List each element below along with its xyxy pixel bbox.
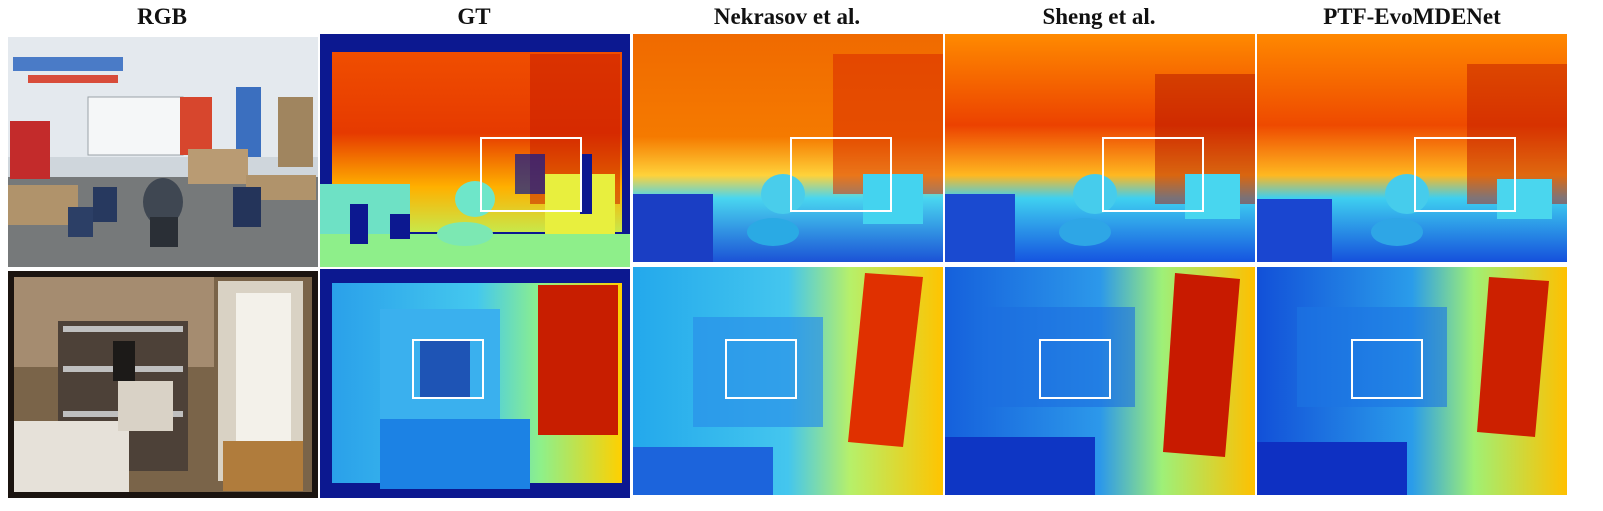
- highlight-box: [1039, 339, 1111, 399]
- nekrasov-depth-storage-room: [633, 267, 943, 495]
- column-title-rgb: RGB: [137, 4, 187, 29]
- column-title-nekrasov: Nekrasov et al.: [713, 4, 861, 29]
- ptf-evomdenet-depth-classroom: [1257, 34, 1567, 262]
- ptf-evomdenet-depth-storage-room: [1257, 267, 1567, 495]
- gt-depth-storage-room: [320, 269, 630, 498]
- highlight-box: [1351, 339, 1423, 399]
- sheng-depth-storage-room: [945, 267, 1255, 495]
- rgb-classroom-image: [8, 37, 318, 267]
- highlight-box: [1414, 137, 1516, 212]
- highlight-box: [412, 339, 484, 399]
- rgb-storage-room-image: [8, 271, 318, 498]
- column-title-ptf-evomdenet: PTF-EvoMDENet: [1323, 4, 1501, 29]
- nekrasov-depth-classroom: [633, 34, 943, 262]
- gt-depth-classroom: [320, 34, 630, 267]
- highlight-box: [480, 137, 582, 212]
- column-title-gt: GT: [457, 4, 491, 29]
- highlight-box: [790, 137, 892, 212]
- highlight-box: [725, 339, 797, 399]
- sheng-depth-classroom: [945, 34, 1255, 262]
- column-title-sheng: Sheng et al.: [1042, 4, 1156, 29]
- highlight-box: [1102, 137, 1204, 212]
